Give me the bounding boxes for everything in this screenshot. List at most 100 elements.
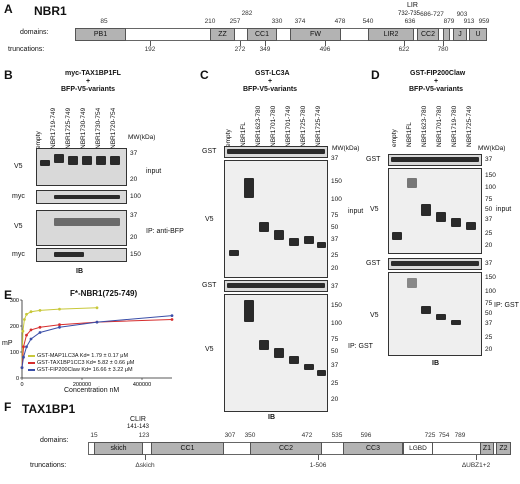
panel-a-title: NBR1 xyxy=(34,4,67,18)
b-mw: 20 xyxy=(130,176,138,183)
data-point xyxy=(38,309,42,312)
legend-label: GST-FIP200Claw Kd= 16.66 ± 3.22 μM xyxy=(37,367,133,373)
c-mw: 37 xyxy=(331,362,339,369)
trunc-tick xyxy=(318,455,319,460)
c-mw: 37 xyxy=(331,155,339,162)
c-lane-3: NBR1701-780 xyxy=(270,105,277,147)
trunc-192: 192 xyxy=(144,46,156,53)
nbr1-pos-257: 257 xyxy=(229,18,241,25)
b-lane-4: NBR1730-754 xyxy=(95,107,102,149)
band xyxy=(421,306,431,314)
b-mw-label: MW(kDa) xyxy=(128,134,156,141)
domain-j: J xyxy=(453,28,467,41)
c-mw: 100 xyxy=(331,196,342,203)
c-mw: 150 xyxy=(331,178,342,185)
data-point xyxy=(23,318,26,321)
band xyxy=(392,232,402,240)
c-mw: 37 xyxy=(331,236,339,243)
c-row-gst-ip: GST xyxy=(202,282,217,289)
y-tick-label: 300 xyxy=(10,298,19,304)
domain-u-label: U xyxy=(475,31,481,38)
band xyxy=(407,178,417,188)
d-row-v5: V5 xyxy=(370,206,379,213)
panel-b-header1: myc-TAX1BP1FL xyxy=(65,70,121,77)
legend-label: GST-MAP1LC3A Kd= 1.79 ± 0.17 μM xyxy=(37,353,129,359)
data-point xyxy=(170,318,174,321)
data-point xyxy=(38,325,42,329)
nbr1-pos-636: 636 xyxy=(404,18,416,25)
domain-cc2-label: CC2 xyxy=(278,445,293,452)
c-mw: 25 xyxy=(331,380,339,387)
c-mw-label: MW(kDa) xyxy=(332,145,360,152)
b-mw: 100 xyxy=(130,193,141,200)
band xyxy=(391,261,479,266)
tax-pos-350: 350 xyxy=(244,432,256,439)
trunc-tick xyxy=(325,41,326,46)
c-lane-6: NBR1725-749 xyxy=(315,105,322,147)
c-lane-4: NBR1701-749 xyxy=(285,105,292,147)
tax-pos-754: 754 xyxy=(438,432,450,439)
b-mw: 20 xyxy=(130,234,138,241)
domain-lgbd: LGBD xyxy=(403,442,433,455)
band xyxy=(227,283,325,288)
domain-cc2: CC2 xyxy=(250,442,322,455)
d-mw: 50 xyxy=(485,206,493,213)
b-row-myc-ip: myc xyxy=(12,251,25,258)
d-row-gst: GST xyxy=(366,156,381,163)
d-mw: 37 xyxy=(485,156,493,163)
band xyxy=(229,250,239,256)
legend-item: GST-FIP200Claw Kd= 16.66 ± 3.22 μM xyxy=(28,367,134,373)
b-blot-v5-ip xyxy=(36,210,127,246)
tax-pos-307: 307 xyxy=(224,432,236,439)
c-mw: 150 xyxy=(331,302,342,309)
data-point xyxy=(170,314,174,317)
data-point xyxy=(95,320,99,324)
band xyxy=(421,204,431,216)
d-mw: 37 xyxy=(485,320,493,327)
c-lane-1: NBR1FL xyxy=(240,122,247,147)
band xyxy=(317,242,326,248)
c-row-gst: GST xyxy=(202,148,217,155)
data-point xyxy=(22,355,25,359)
trunc-tick xyxy=(265,41,266,46)
tax-pos-596: 596 xyxy=(360,432,372,439)
domain-skich: skich xyxy=(94,442,143,455)
tax-pos-472: 472 xyxy=(301,432,313,439)
band xyxy=(54,218,120,226)
panel-a-letter: A xyxy=(4,2,13,16)
d-mw: 100 xyxy=(485,288,496,295)
domain-zz: ZZ xyxy=(210,28,235,41)
d-mw: 50 xyxy=(485,310,493,317)
domain-z2-label: Z2 xyxy=(499,445,508,452)
domain-cc1: CC1 xyxy=(151,442,224,455)
trunc-tick xyxy=(476,455,477,460)
panel-d-letter: D xyxy=(371,68,380,82)
x-tick-label: 400000 xyxy=(133,382,151,388)
d-blot-v5-ip xyxy=(388,272,482,356)
d-mw: 150 xyxy=(485,172,496,179)
data-point xyxy=(29,328,33,332)
chart-ylabel: mP xyxy=(2,340,13,347)
x-tick-label: 200000 xyxy=(73,382,91,388)
panel-b-header2: BFP-V5-variants xyxy=(61,86,116,93)
band xyxy=(54,195,120,199)
data-point xyxy=(29,310,33,314)
data-point xyxy=(38,331,42,334)
trunc-496: 496 xyxy=(319,46,331,53)
b-row-v5-ip: V5 xyxy=(14,223,23,230)
trunc-tick xyxy=(404,41,405,46)
panel-c-plus: + xyxy=(268,78,273,85)
band xyxy=(466,222,476,230)
d-lane-2: NBR1623-780 xyxy=(421,105,428,147)
binding-curve-chart: 0 100 200 300 0 200000 400000 xyxy=(10,298,174,388)
legend-swatch xyxy=(28,369,35,371)
y-tick-label: 0 xyxy=(16,376,19,382)
panel-c-header2: BFP-V5-variants xyxy=(243,86,298,93)
d-row-v5-ip: V5 xyxy=(370,312,379,319)
panel-b-letter: B xyxy=(4,68,13,82)
lir-range: 732-735 xyxy=(398,11,421,17)
y-tick-label: 200 xyxy=(10,324,19,330)
data-point xyxy=(21,329,25,333)
c-mw: 20 xyxy=(331,396,339,403)
band xyxy=(96,156,106,165)
